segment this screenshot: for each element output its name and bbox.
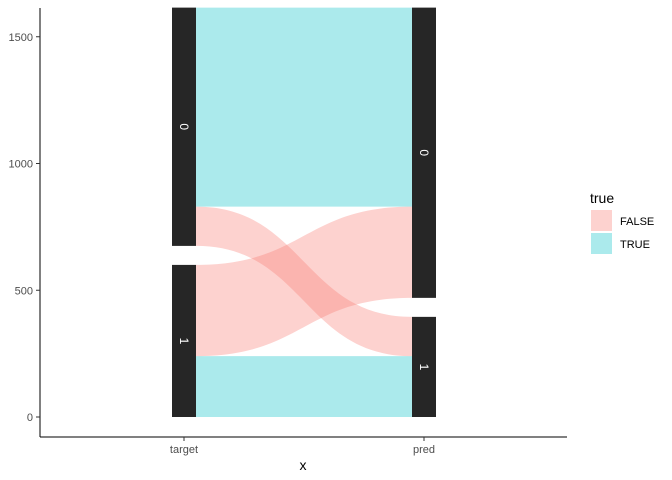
flow-1-to-0	[196, 206, 412, 357]
stratum-target-0	[172, 7, 196, 246]
y-tick-label-500: 500	[15, 285, 33, 297]
legend-key-false	[591, 210, 612, 231]
legend-label-false: FALSE	[620, 216, 654, 228]
x-tick-label-target: target	[170, 444, 198, 456]
stratum-target-1	[172, 264, 196, 417]
legend: true FALSE TRUE	[590, 190, 654, 254]
flow-0-to-0	[196, 7, 412, 207]
stratum-label-pred-0: 0	[417, 149, 431, 156]
flows-layer	[196, 7, 412, 417]
y-tick-label-1500: 1500	[9, 32, 33, 44]
strata-layer: 1 0 1 0	[172, 7, 436, 417]
y-tick-label-1000: 1000	[9, 159, 33, 171]
stratum-label-target-1: 1	[177, 338, 191, 345]
legend-label-true: TRUE	[620, 239, 650, 251]
y-tick-label-0: 0	[27, 412, 33, 424]
flow-1-to-1	[196, 356, 412, 417]
x-tick-label-pred: pred	[413, 444, 435, 456]
legend-key-true	[591, 233, 612, 254]
x-axis-title: x	[300, 457, 307, 473]
stratum-pred-0	[412, 7, 436, 298]
stratum-pred-1	[412, 316, 436, 417]
ticks-layer: 0 500 1000 1500 target pred	[9, 32, 436, 456]
stratum-label-pred-1: 1	[417, 364, 431, 371]
flow-0-to-1	[196, 206, 412, 357]
axes-layer	[39, 8, 567, 438]
stratum-label-target-0: 0	[177, 123, 191, 130]
legend-title: true	[590, 190, 614, 206]
